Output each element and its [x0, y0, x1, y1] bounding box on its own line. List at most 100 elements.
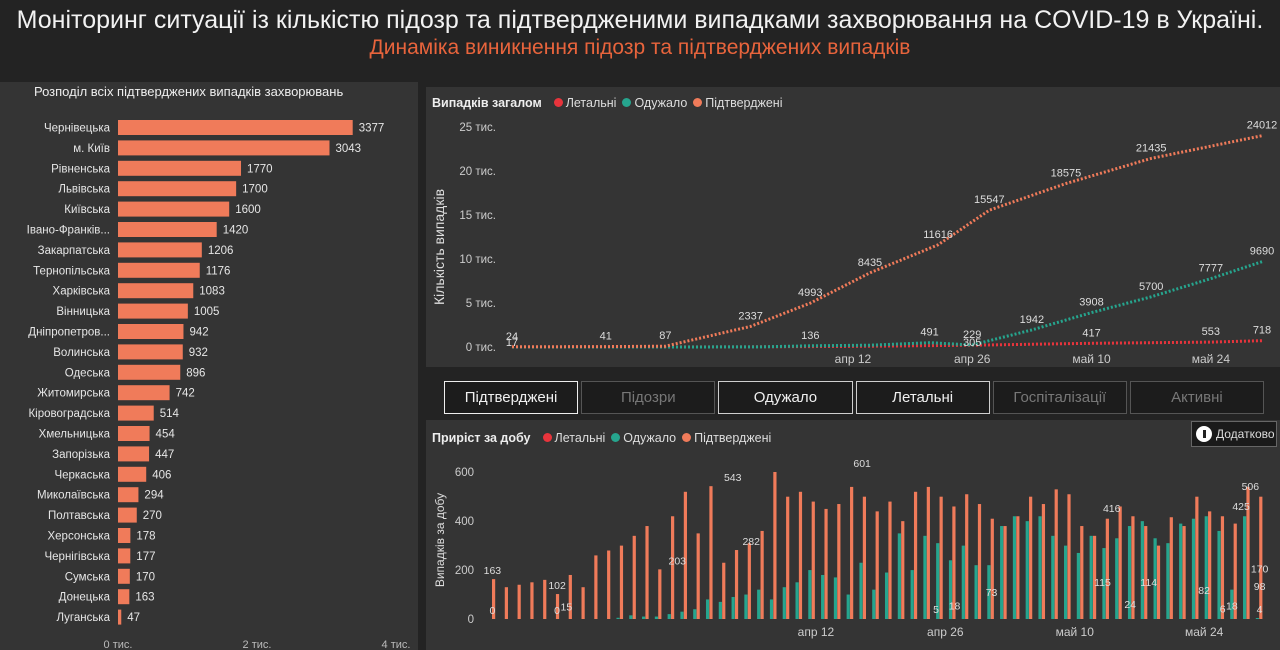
confirmed-bar	[965, 494, 969, 619]
metric-tabs: Підтверджені Підозри Одужало Летальні Го…	[444, 381, 1265, 414]
daily-data-label: 6	[1220, 604, 1226, 616]
recovered-bar	[1230, 589, 1234, 619]
legend-recovered[interactable]: Одужало	[622, 96, 687, 110]
confirmed-bar	[747, 543, 751, 619]
recovered-bar	[667, 614, 671, 619]
recovered-bar	[1115, 538, 1119, 619]
confirmed-bar	[1208, 511, 1212, 619]
region-bar	[118, 140, 330, 156]
recovered-data-label: 7777	[1199, 263, 1223, 275]
confirmed-bar	[977, 504, 982, 619]
confirmed-bar	[1092, 535, 1097, 619]
region-bar	[118, 589, 130, 605]
recovered-bar	[769, 599, 774, 619]
confirmed-bar	[862, 496, 867, 619]
daily-data-label: 163	[484, 565, 502, 577]
confirmed-bar	[530, 582, 534, 619]
region-bar	[118, 303, 188, 319]
recovered-bar	[1000, 526, 1004, 619]
region-label: Івано-Франків...	[27, 225, 110, 237]
tab-hospitalizations[interactable]: Госпіталізації	[992, 381, 1127, 414]
recovered-bar	[910, 570, 914, 619]
region-value-label: 294	[144, 490, 164, 502]
region-value-label: 3377	[359, 123, 385, 135]
tab-deaths[interactable]: Летальні	[855, 381, 990, 414]
region-value-label: 1420	[223, 225, 249, 237]
confirmed-bar	[1156, 545, 1161, 619]
region-bar	[118, 324, 184, 339]
legend-confirmed[interactable]: Підтверджені	[693, 96, 782, 110]
x-tick-label: май 24	[1185, 625, 1224, 639]
recovered-data-label: 491	[920, 327, 938, 339]
daily-data-label: 24	[1124, 599, 1136, 611]
x-tick-label: апр 26	[927, 625, 964, 639]
daily-data-label: 115	[1094, 577, 1111, 589]
confirmed-bar	[888, 501, 892, 619]
region-bar	[118, 120, 353, 135]
recovered-bar	[1243, 516, 1247, 619]
tab-confirmed[interactable]: Підтверджені	[444, 381, 579, 414]
recovered-data-label: 1942	[1020, 314, 1044, 326]
region-label: Луганська	[56, 612, 110, 624]
recovered-bar	[897, 533, 901, 619]
confirmed-bar	[594, 555, 598, 619]
legend-deaths[interactable]: Летальні	[553, 96, 616, 110]
regions-chart-panel: Розподіл всіх підтверджених випадків зах…	[0, 82, 418, 650]
daily-data-label: 203	[668, 555, 686, 567]
confirmed-bar	[926, 486, 930, 619]
confirmed-bar	[645, 526, 649, 619]
info-icon	[1196, 426, 1212, 442]
confirmed-bar	[990, 518, 994, 619]
daily-data-label: 416	[1103, 503, 1121, 515]
region-value-label: 270	[143, 510, 162, 522]
region-bar	[118, 609, 122, 625]
region-label: Херсонська	[47, 531, 110, 543]
daily-data-label: 506	[1242, 481, 1260, 493]
y-tick-label: 0 тис.	[466, 342, 496, 354]
region-label: Чернігівська	[44, 551, 110, 563]
tab-suspicions[interactable]: Підозри	[581, 381, 716, 414]
recovered-bar	[1076, 552, 1080, 619]
daily-legend: Приріст за добу Летальні Одужало Підтвер…	[432, 431, 771, 445]
region-label: Волинська	[53, 347, 110, 359]
daily-data-label: 170	[1251, 563, 1269, 575]
daily-chart-panel: Приріст за добу Летальні Одужало Підтвер…	[426, 420, 1280, 650]
region-label: Харківська	[53, 286, 111, 298]
daily-legend-confirmed[interactable]: Підтверджені	[682, 431, 771, 445]
x-tick-label: 0 тис.	[104, 639, 133, 650]
page-title: Моніторинг ситуації із кількістю підозр …	[16, 6, 1264, 34]
recovered-bar	[1051, 535, 1055, 619]
daily-legend-recovered[interactable]: Одужало	[611, 431, 676, 445]
confirmed-data-label: 15547	[974, 194, 1005, 206]
region-label: Вінницька	[56, 306, 110, 318]
tab-recovered[interactable]: Одужало	[718, 381, 853, 414]
confirmed-bar	[1233, 523, 1237, 619]
recovered-bar	[846, 594, 850, 619]
recovered-bar	[1089, 535, 1093, 619]
region-label: Закарпатська	[38, 245, 111, 257]
confirmed-bar	[1144, 526, 1148, 619]
region-label: Кіровоградська	[28, 408, 110, 420]
region-value-label: 1700	[242, 184, 268, 196]
daily-legend-recovered-label: Одужало	[623, 431, 677, 445]
region-bar	[118, 222, 217, 237]
confirmed-bar	[1080, 526, 1084, 619]
deaths-data-label: 553	[1202, 326, 1220, 338]
daily-data-label: 114	[1140, 577, 1157, 589]
region-label: Одеська	[65, 367, 111, 379]
daily-data-label: 425	[1232, 501, 1250, 513]
daily-legend-deaths[interactable]: Летальні	[542, 431, 605, 445]
daily-legend-confirmed-label: Підтверджені	[694, 431, 772, 445]
extra-button[interactable]: Додатково	[1191, 421, 1277, 447]
confirmed-bar	[798, 491, 803, 619]
region-bar	[118, 446, 150, 462]
confirmed-bar	[607, 550, 611, 619]
header: Моніторинг ситуації із кількістю підозр …	[0, 0, 1280, 72]
tab-active[interactable]: Активні	[1129, 381, 1265, 414]
x-tick-label: 2 тис.	[243, 639, 272, 650]
region-bar	[118, 201, 230, 217]
confirmed-bar	[543, 579, 547, 619]
region-label: Сумська	[65, 571, 111, 583]
region-bar	[118, 507, 137, 523]
region-bar	[118, 242, 202, 258]
